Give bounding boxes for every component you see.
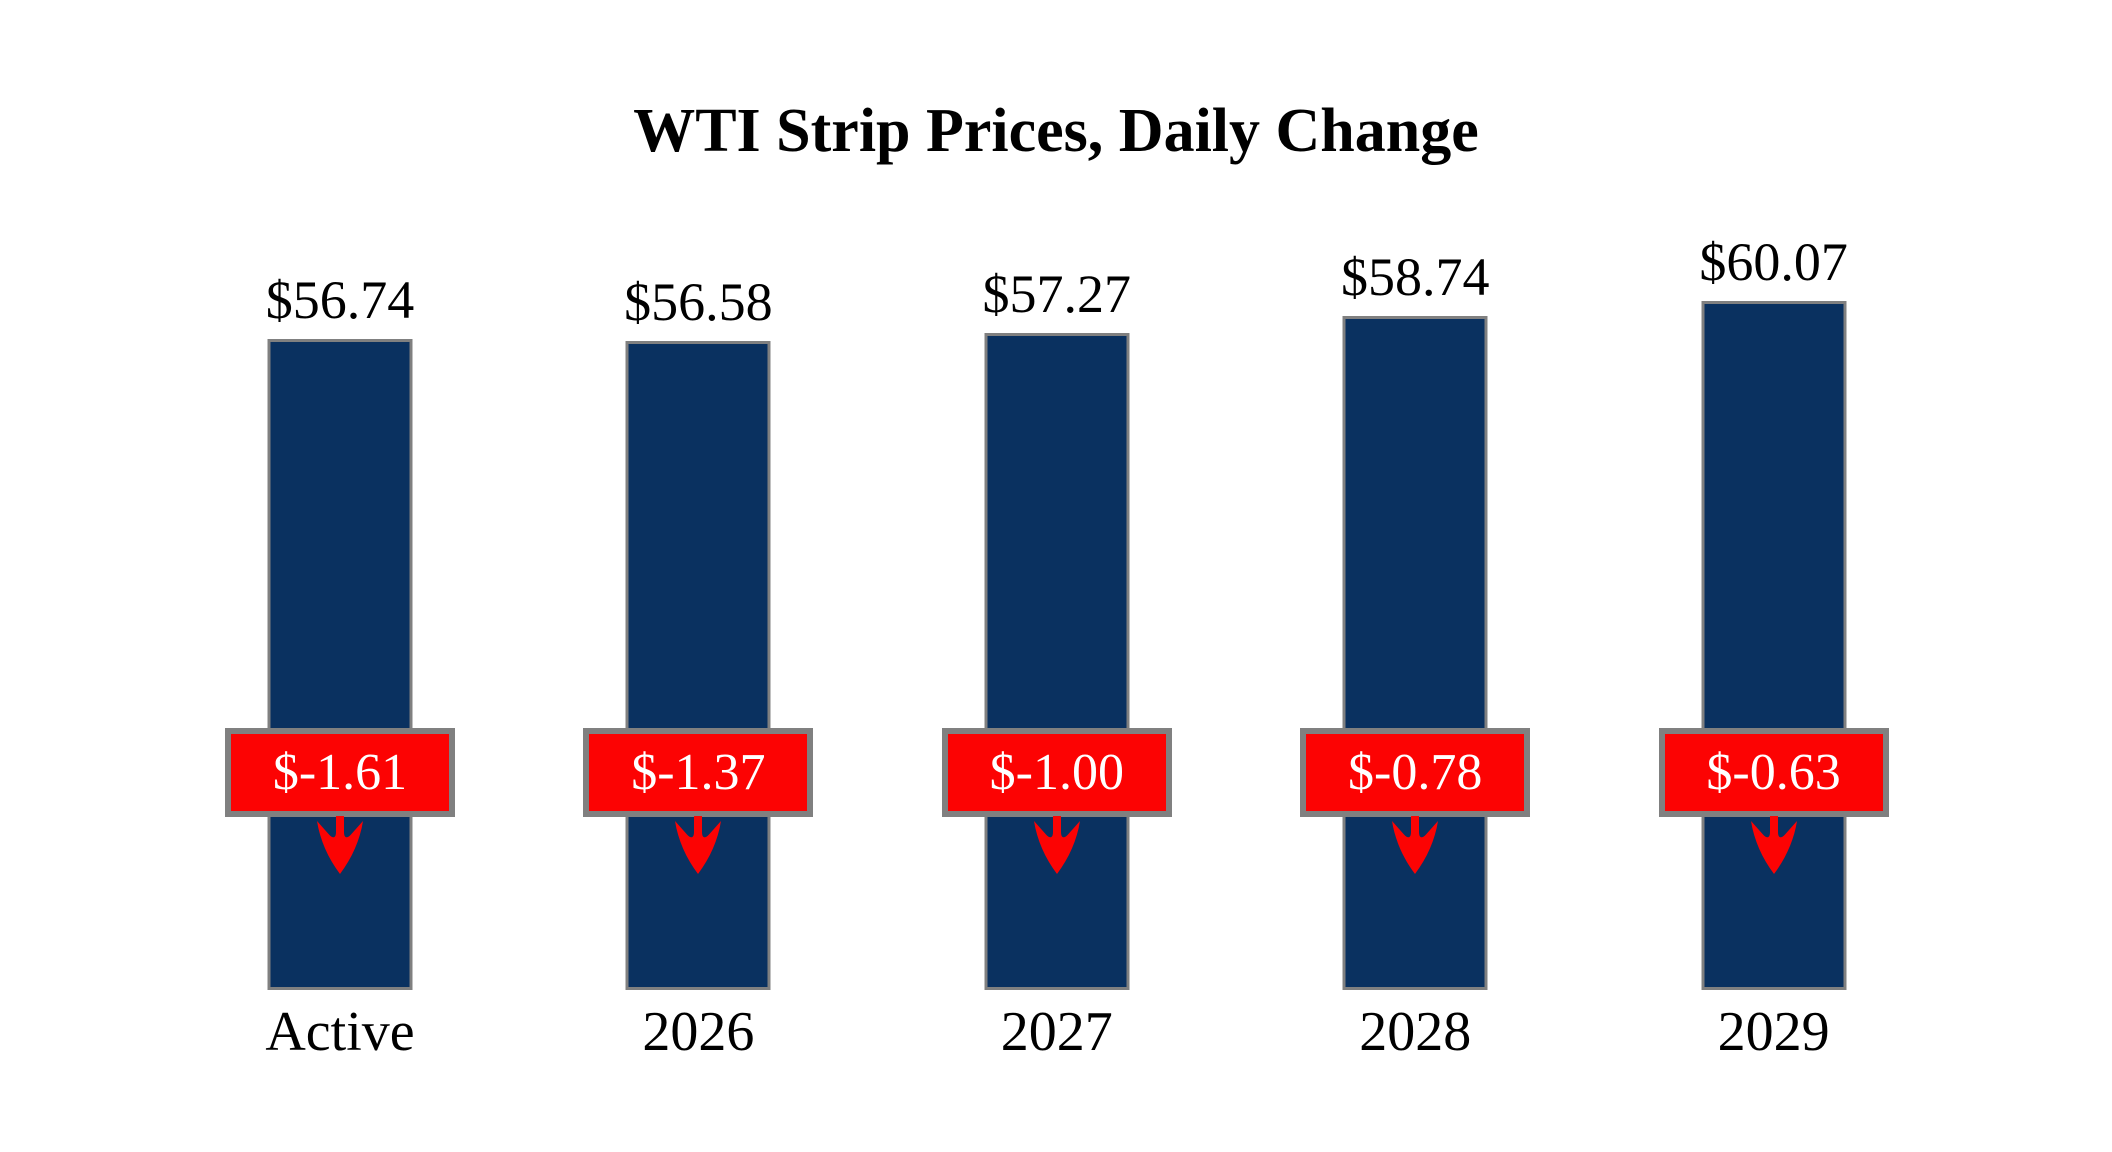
- price-bar: [267, 339, 413, 990]
- daily-change-value: $-0.78: [1348, 743, 1483, 801]
- chart-title: WTI Strip Prices, Daily Change: [633, 97, 1479, 165]
- daily-change-badge: $-0.63: [1658, 728, 1889, 817]
- price-bar: [1701, 300, 1847, 990]
- daily-change-badge: $-1.37: [583, 728, 814, 817]
- daily-change-value: $-1.00: [989, 743, 1124, 801]
- bar-group-2027: $57.27 $-1.00 2027: [878, 0, 1236, 1152]
- down-arrow-icon: [1392, 816, 1439, 874]
- daily-change-value: $-0.63: [1706, 743, 1841, 801]
- category-label: 2029: [1717, 1001, 1830, 1063]
- down-arrow-icon: [1750, 816, 1797, 874]
- category-label: 2026: [642, 1001, 755, 1063]
- price-bar: [984, 333, 1130, 990]
- price-label: $57.27: [982, 264, 1132, 325]
- bar-group-2028: $58.74 $-0.78 2028: [1236, 0, 1594, 1152]
- category-label: Active: [265, 1001, 415, 1063]
- daily-change-value: $-1.61: [272, 743, 408, 801]
- bar-group-2029: $60.07 $-0.63 2029: [1595, 0, 1953, 1152]
- bar-group-active: $56.74 $-1.61 Active: [161, 0, 519, 1152]
- down-arrow-icon: [1033, 816, 1080, 874]
- price-bar: [625, 341, 771, 990]
- price-bar: [1342, 316, 1488, 990]
- bar-group-2026: $56.58 $-1.37 2026: [519, 0, 877, 1152]
- daily-change-badge: $-1.61: [225, 728, 455, 817]
- daily-change-badge: $-0.78: [1300, 728, 1531, 817]
- category-label: 2028: [1359, 1001, 1472, 1063]
- price-label: $56.58: [624, 272, 773, 333]
- price-label: $60.07: [1699, 231, 1848, 292]
- down-arrow-icon: [317, 816, 363, 874]
- down-arrow-icon: [675, 816, 722, 874]
- price-label: $58.74: [1340, 247, 1490, 308]
- daily-change-badge: $-1.00: [941, 728, 1172, 817]
- daily-change-value: $-1.37: [631, 743, 766, 801]
- price-label: $56.74: [265, 270, 415, 331]
- category-label: 2027: [1000, 1001, 1113, 1063]
